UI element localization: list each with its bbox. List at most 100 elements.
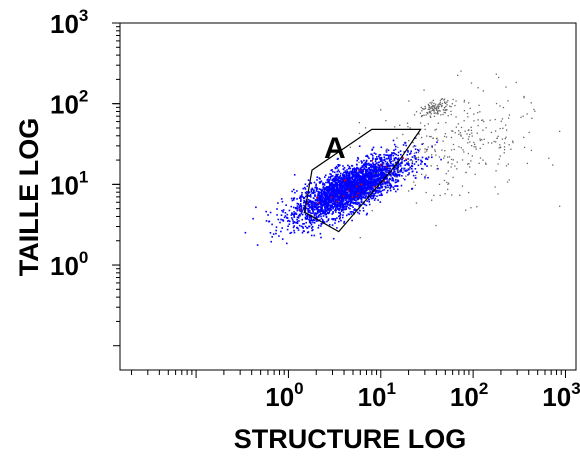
data-point bbox=[329, 205, 331, 208]
data-point bbox=[438, 105, 440, 107]
data-point bbox=[342, 165, 344, 167]
data-point bbox=[364, 127, 367, 129]
data-point bbox=[364, 174, 367, 176]
data-point bbox=[356, 166, 358, 169]
data-point bbox=[361, 194, 363, 196]
data-point bbox=[267, 214, 269, 216]
data-point bbox=[362, 178, 365, 180]
data-point bbox=[361, 169, 363, 171]
data-point bbox=[429, 102, 431, 104]
data-point bbox=[467, 163, 469, 165]
data-point bbox=[338, 198, 341, 200]
data-point bbox=[364, 188, 367, 190]
data-point bbox=[371, 176, 373, 179]
data-point bbox=[405, 158, 407, 161]
data-point bbox=[310, 202, 312, 204]
data-point bbox=[389, 186, 392, 189]
data-point bbox=[360, 185, 362, 187]
data-point bbox=[408, 140, 410, 142]
y-axis-label: TAILLE LOG bbox=[14, 118, 44, 276]
data-point bbox=[297, 203, 300, 205]
data-point bbox=[309, 195, 312, 197]
data-point bbox=[447, 162, 449, 164]
data-point bbox=[296, 220, 299, 223]
data-point bbox=[338, 215, 340, 218]
data-point bbox=[396, 175, 398, 177]
data-point bbox=[342, 176, 344, 178]
data-point bbox=[339, 203, 342, 206]
data-point bbox=[292, 222, 294, 225]
data-point bbox=[368, 175, 371, 177]
data-point bbox=[359, 203, 362, 206]
data-point bbox=[375, 172, 378, 174]
data-point bbox=[302, 227, 304, 229]
data-point bbox=[320, 210, 323, 212]
data-point bbox=[430, 113, 432, 115]
data-point bbox=[413, 163, 416, 165]
data-point bbox=[355, 192, 358, 194]
data-point bbox=[330, 208, 332, 210]
data-point bbox=[342, 190, 345, 192]
data-point bbox=[352, 168, 354, 170]
data-point bbox=[333, 203, 336, 206]
data-point bbox=[498, 76, 500, 79]
data-point bbox=[336, 183, 338, 186]
data-point bbox=[447, 115, 449, 117]
data-point bbox=[358, 122, 360, 124]
data-point bbox=[470, 126, 472, 128]
data-point bbox=[426, 112, 428, 114]
data-point bbox=[437, 167, 439, 170]
data-point bbox=[478, 162, 480, 164]
data-point bbox=[332, 211, 334, 213]
data-point bbox=[381, 189, 384, 192]
data-point bbox=[430, 116, 432, 118]
data-point bbox=[362, 175, 365, 178]
data-point bbox=[333, 171, 336, 174]
data-point bbox=[440, 114, 442, 116]
data-point bbox=[369, 196, 372, 199]
data-point bbox=[469, 166, 471, 168]
data-point bbox=[337, 178, 339, 180]
data-point bbox=[371, 166, 373, 168]
data-point bbox=[390, 156, 392, 159]
data-point bbox=[290, 197, 293, 200]
data-point bbox=[357, 156, 359, 159]
data-point bbox=[341, 186, 344, 188]
data-point bbox=[347, 189, 350, 192]
data-point bbox=[355, 195, 358, 197]
data-point bbox=[378, 190, 381, 192]
data-point bbox=[348, 197, 350, 200]
data-point bbox=[342, 195, 345, 198]
data-point bbox=[318, 199, 320, 201]
data-point bbox=[373, 182, 375, 185]
data-point bbox=[335, 174, 338, 177]
data-point bbox=[297, 229, 300, 231]
data-point bbox=[293, 211, 295, 213]
data-point bbox=[345, 195, 347, 198]
data-point bbox=[296, 226, 298, 229]
data-point bbox=[402, 144, 405, 146]
data-point bbox=[337, 191, 340, 193]
data-point bbox=[310, 200, 312, 203]
data-point bbox=[340, 176, 343, 179]
data-point bbox=[386, 154, 388, 156]
data-point bbox=[336, 189, 338, 192]
data-point bbox=[270, 240, 272, 243]
data-point bbox=[383, 172, 385, 175]
data-point bbox=[324, 190, 326, 192]
data-point bbox=[330, 195, 332, 197]
data-point bbox=[358, 161, 360, 163]
data-point bbox=[393, 152, 395, 154]
data-point bbox=[411, 160, 414, 162]
data-point bbox=[294, 191, 296, 194]
data-point bbox=[523, 97, 525, 99]
data-point bbox=[281, 227, 283, 229]
data-point bbox=[312, 208, 315, 210]
data-point bbox=[384, 160, 387, 163]
data-point bbox=[390, 158, 392, 160]
data-point bbox=[372, 162, 374, 164]
data-point bbox=[347, 182, 349, 185]
data-point bbox=[318, 224, 320, 227]
data-point bbox=[384, 172, 387, 174]
